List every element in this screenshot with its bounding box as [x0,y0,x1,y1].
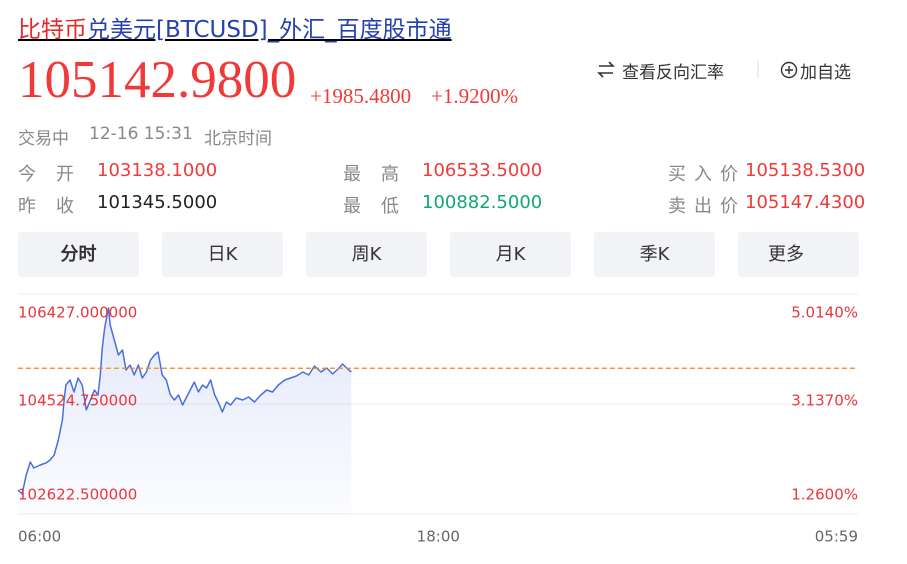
page-title[interactable]: 比特币兑美元[BTCUSD]_外汇_百度股市通 [18,10,452,44]
x-tick-label: 05:59 [815,528,858,546]
stat-label: 卖出价 [668,196,738,217]
y-tick-label: 104524.750000 [18,392,137,410]
title-rest[interactable]: 兑美元[BTCUSD]_外汇_百度股市通 [87,17,452,43]
status: 交易中 [18,129,69,149]
line [17,307,352,495]
time: 12-16 15:31 [89,124,193,144]
stat-label: 最高 [343,164,399,185]
x-tick-label: 06:00 [18,528,61,546]
stat-value: 101345.5000 [97,192,218,213]
tab[interactable]: 日K [162,232,283,277]
stat-value: 106533.5000 [422,160,543,181]
tab[interactable]: 月K [450,232,571,277]
tab[interactable]: 季K [594,232,715,277]
stat-value: 105138.5300 [745,160,866,181]
y2-tick-label: 5.0140% [791,304,858,322]
y-tick-label: 102622.500000 [18,486,137,504]
tab[interactable]: 更多 [738,232,859,277]
change-pct: +1.9200% [431,84,519,108]
stat-label: 买入价 [668,164,738,185]
swap-icon [597,61,615,78]
y-tick-label: 106427.000000 [18,304,137,322]
tab[interactable]: 分时 [18,232,139,277]
area [18,308,352,514]
add-icon [780,61,798,79]
stat-value: 105147.4300 [745,192,866,213]
stat-label: 昨收 [18,196,74,217]
tab[interactable]: 周K [306,232,427,277]
stat-label: 最低 [343,196,399,217]
price: 105142.9800 [18,51,297,109]
add-watchlist-button[interactable]: 加自选 [800,63,851,83]
y2-tick-label: 1.2600% [791,486,858,504]
title-highlight[interactable]: 比特币 [18,17,87,43]
reverse-rate-button[interactable]: 查看反向汇率 [622,63,724,83]
stat-value: 100882.5000 [422,192,543,213]
y2-tick-label: 3.1370% [791,392,858,410]
stat-value: 103138.1000 [97,160,218,181]
timezone: 北京时间 [204,129,272,149]
x-tick-label: 18:00 [417,528,460,546]
stat-label: 今开 [18,164,74,185]
change: +1985.4800 [310,84,412,108]
